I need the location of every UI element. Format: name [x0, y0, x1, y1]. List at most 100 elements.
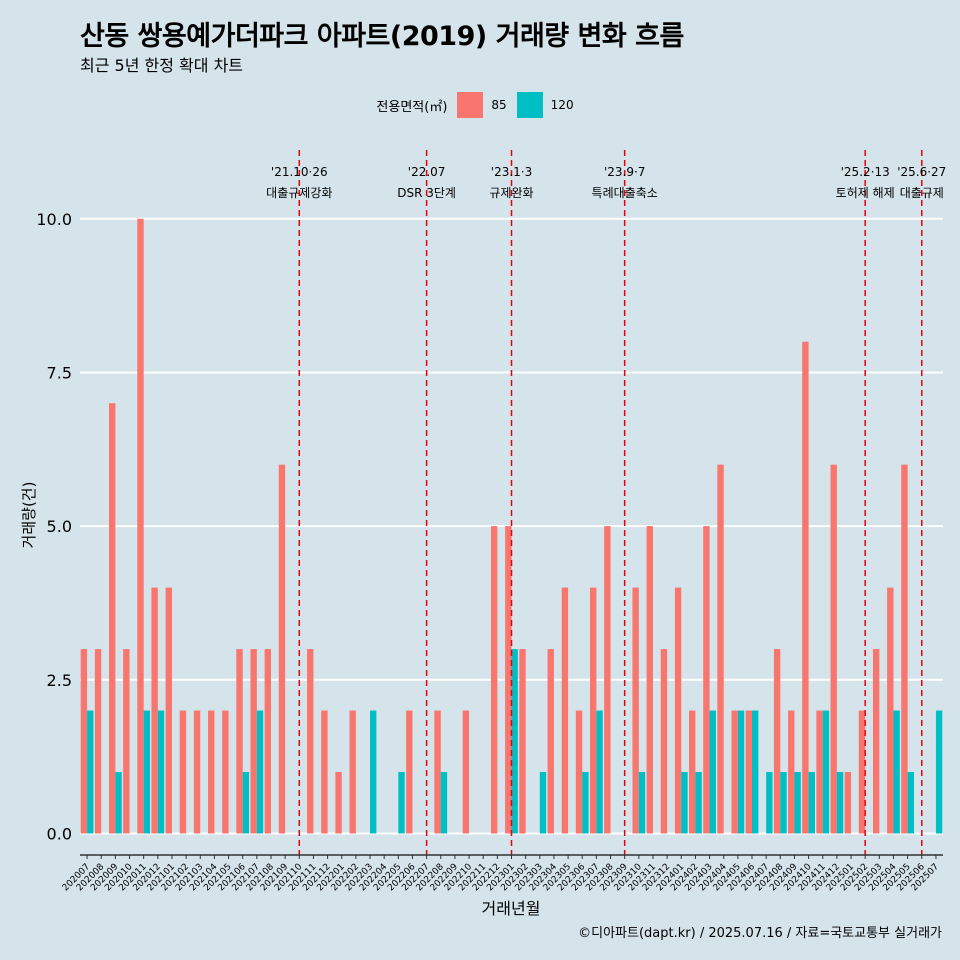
bar-85-202007 — [80, 649, 88, 834]
bar-85-202210 — [462, 710, 470, 834]
chart-title: 산동 쌍용예가더파크 아파트(2019) 거래량 변화 흐름 — [80, 21, 684, 52]
bar-120-202411 — [822, 710, 830, 834]
bar-85-202009 — [109, 403, 116, 834]
bar-85-202409 — [788, 710, 795, 834]
bar-120-202301 — [511, 649, 518, 834]
bar-85-202101 — [165, 587, 172, 834]
bar-85-202408 — [773, 649, 781, 834]
bar-85-202312 — [660, 649, 668, 834]
legend-label-120: 120 — [550, 98, 574, 112]
bar-85-202111 — [307, 649, 314, 834]
bar-120-202403 — [709, 710, 716, 834]
event-date: '25.2·13 — [841, 165, 890, 179]
bar-120-202106 — [242, 772, 250, 834]
bar-120-202306 — [582, 772, 589, 834]
bar-120-202011 — [143, 710, 151, 834]
bar-85-202307 — [590, 587, 597, 834]
bar-85-202503 — [872, 649, 880, 834]
y-axis-label: 거래량(건) — [20, 482, 38, 549]
bar-120-202410 — [808, 772, 815, 834]
event-markers: '21.10·26 대출규제강화 '22.07 DSR 3단계 '23.1·3 규제완화 '… — [266, 150, 946, 855]
bar-85-202412 — [830, 464, 837, 834]
bar-85-202404 — [717, 464, 724, 834]
bar-120-202009 — [115, 772, 122, 834]
bar-85-202308 — [604, 526, 611, 834]
bar-120-202107 — [256, 710, 264, 834]
bar-85-202011 — [137, 218, 144, 834]
bar-85-202301 — [505, 526, 512, 834]
bar-85-202405 — [731, 710, 738, 834]
bar-85-202010 — [123, 649, 130, 834]
bar-85-202401 — [674, 587, 682, 834]
bar-85-202103 — [193, 710, 201, 834]
bar-85-202403 — [703, 526, 710, 834]
event-date: '21.10·26 — [271, 165, 328, 179]
bar-120-202307 — [596, 710, 603, 834]
bar-120-202407 — [766, 772, 773, 834]
event-label: 특례대출축소 — [592, 186, 658, 200]
bar-85-202501 — [844, 772, 852, 834]
bars — [80, 218, 943, 834]
bar-120-202203 — [370, 710, 377, 834]
bar-85-202208 — [434, 710, 441, 834]
event-date: '23.1·3 — [491, 165, 532, 179]
bar-85-202504 — [887, 587, 894, 834]
y-tick-label: 10.0 — [36, 210, 72, 229]
legend-title: 전용면적(㎡) — [376, 99, 448, 115]
bar-85-202311 — [646, 526, 653, 834]
bar-120-202208 — [440, 772, 448, 834]
event-date: '23.9·7 — [604, 165, 645, 179]
legend: 전용면적(㎡) 85 120 — [0, 92, 960, 118]
legend-item-120: 120 — [516, 92, 574, 118]
bar-120-202408 — [780, 772, 787, 834]
bar-120-202310 — [638, 772, 646, 834]
caption: ©디아파트(dapt.kr) / 2025.07.16 / 자료=국토교통부 실… — [578, 926, 942, 941]
bar-85-202502 — [858, 710, 866, 834]
y-tick-label: 2.5 — [47, 671, 72, 690]
event-label: DSR 3단계 — [397, 186, 456, 200]
y-tick-label: 0.0 — [47, 824, 72, 843]
bar-85-202304 — [547, 649, 554, 834]
bar-120-202405 — [737, 710, 745, 834]
bar-85-202406 — [745, 710, 753, 834]
bar-85-202107 — [250, 649, 257, 834]
bar-85-202112 — [321, 710, 328, 834]
bar-120-202406 — [752, 710, 759, 834]
chart-subtitle: 최근 5년 한정 확대 차트 — [80, 56, 244, 75]
event-date: '25.6·27 — [897, 165, 946, 179]
bar-85-202212 — [490, 526, 498, 834]
bar-120-202012 — [157, 710, 165, 834]
bar-85-202109 — [278, 464, 286, 834]
bar-85-202505 — [901, 464, 908, 834]
legend-swatch-85 — [457, 92, 484, 118]
bar-120-202303 — [539, 772, 547, 834]
legend-label-85: 85 — [491, 98, 507, 112]
bar-85-202402 — [689, 710, 696, 834]
bar-120-202409 — [794, 772, 801, 834]
bar-120-202205 — [398, 772, 405, 834]
bar-85-202104 — [208, 710, 215, 834]
bar-85-202306 — [575, 710, 583, 834]
x-axis-label: 거래년월 — [482, 899, 541, 918]
legend-item-85: 85 — [457, 92, 507, 118]
event-label: 규제완화 — [489, 186, 533, 200]
bar-120-202007 — [87, 710, 94, 834]
bar-120-202505 — [907, 772, 914, 834]
event-label: 토허제 해제 — [836, 186, 895, 200]
event-label: 대출규제 — [900, 186, 944, 200]
bar-120-202401 — [681, 772, 688, 834]
bar-85-202106 — [236, 649, 243, 834]
bar-85-202105 — [222, 710, 229, 834]
bar-85-202102 — [179, 710, 187, 834]
bar-85-202108 — [264, 649, 271, 834]
bar-120-202402 — [695, 772, 702, 834]
bar-120-202504 — [893, 710, 900, 834]
bar-85-202008 — [94, 649, 102, 834]
event-label: 대출규제강화 — [266, 186, 332, 200]
bar-85-202410 — [802, 341, 809, 834]
bar-85-202206 — [406, 710, 413, 834]
bar-120-202507 — [935, 710, 943, 834]
bar-85-202305 — [561, 587, 569, 834]
bar-85-202302 — [519, 649, 526, 834]
